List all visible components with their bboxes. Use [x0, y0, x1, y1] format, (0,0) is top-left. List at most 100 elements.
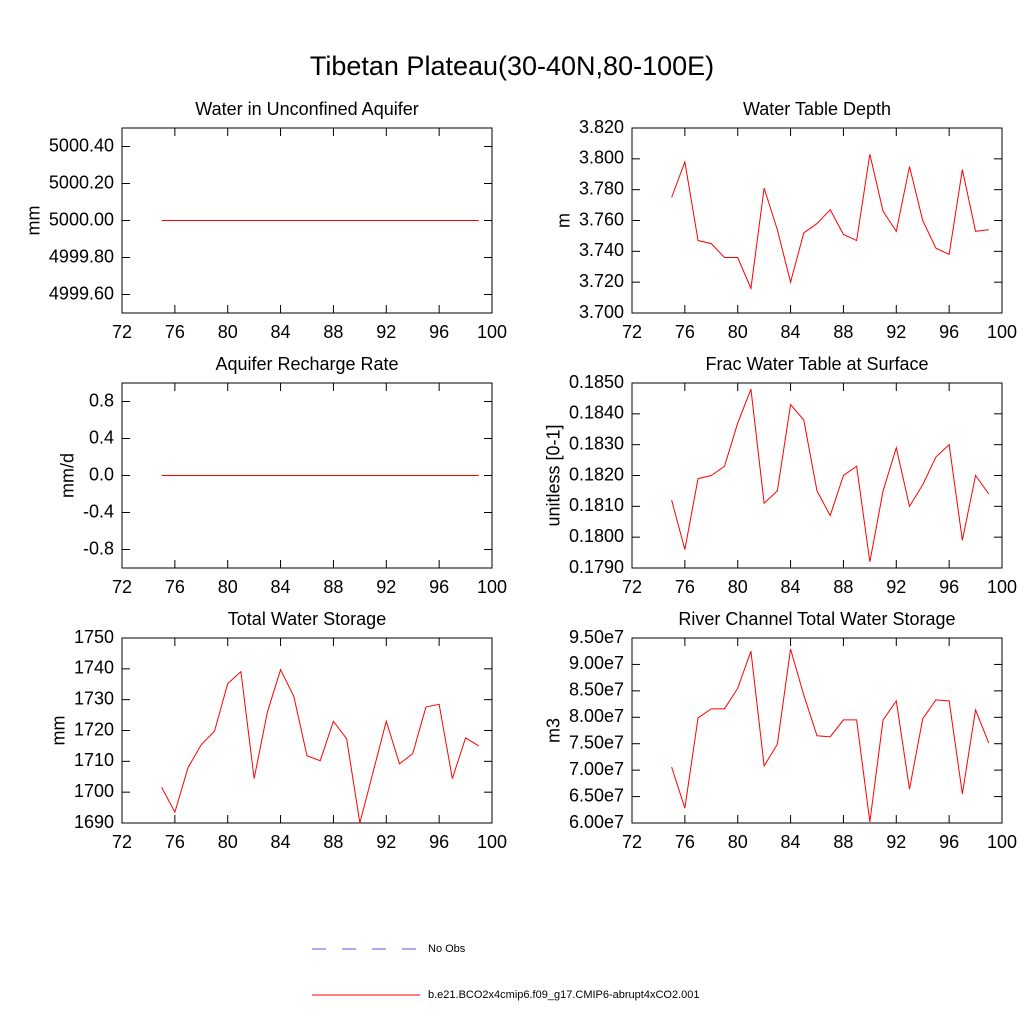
y-tick-label: 5000.40	[49, 135, 114, 155]
x-tick-label: 84	[781, 832, 801, 852]
y-tick-label: 6.50e7	[569, 785, 624, 805]
x-tick-label: 100	[477, 577, 507, 597]
y-axis-label: unitless [0-1]	[544, 424, 564, 526]
plot-frame	[631, 382, 1003, 569]
y-tick-label: 3.780	[579, 178, 624, 198]
x-tick-label: 76	[675, 832, 695, 852]
x-tick-label: 76	[165, 832, 185, 852]
x-tick-label: 92	[376, 577, 396, 597]
figure-title: Tibetan Plateau(30-40N,80-100E)	[310, 51, 714, 81]
x-tick-label: 100	[987, 322, 1017, 342]
x-tick-label: 80	[728, 577, 748, 597]
x-tick-label: 88	[833, 832, 853, 852]
y-tick-label: 8.00e7	[569, 706, 624, 726]
y-tick-label: -0.8	[83, 538, 114, 558]
x-tick-label: 84	[271, 577, 291, 597]
x-tick-label: 96	[429, 832, 449, 852]
y-tick-label: 0.4	[89, 427, 114, 447]
y-tick-label: 0.1820	[569, 464, 624, 484]
y-tick-label: 1750	[74, 627, 114, 647]
x-tick-label: 92	[376, 832, 396, 852]
x-tick-label: 92	[886, 832, 906, 852]
x-tick-label: 96	[429, 577, 449, 597]
x-tick-label: 96	[939, 577, 959, 597]
x-tick-label: 76	[165, 577, 185, 597]
x-tick-label: 92	[886, 322, 906, 342]
y-axis-label: mm	[49, 716, 69, 746]
x-tick-label: 80	[728, 832, 748, 852]
legend-label: b.e21.BCO2x4cmip6.f09_g17.CMIP6-abrupt4x…	[428, 989, 700, 1001]
x-tick-label: 84	[271, 322, 291, 342]
y-tick-label: 4999.60	[49, 283, 114, 303]
x-tick-label: 88	[833, 322, 853, 342]
y-tick-label: 3.760	[579, 209, 624, 229]
panel-title: Aquifer Recharge Rate	[215, 354, 398, 374]
x-tick-label: 96	[429, 322, 449, 342]
panel-title: Frac Water Table at Surface	[705, 354, 928, 374]
y-tick-label: 1720	[74, 719, 114, 739]
panel: Water in Unconfined Aquifer 4999.60 4999.8…	[24, 99, 507, 342]
y-tick-label: 1690	[74, 812, 114, 832]
panel: Water Table Depth 3.700 3.720 3.740 3.760 3.7…	[554, 99, 1017, 342]
data-line	[161, 668, 480, 824]
y-tick-label: 1700	[74, 781, 114, 801]
panel-title: Total Water Storage	[228, 609, 386, 629]
y-tick-label: 4999.80	[49, 246, 114, 266]
x-tick-label: 84	[781, 322, 801, 342]
y-tick-label: 0.1840	[569, 403, 624, 423]
data-line	[671, 648, 990, 823]
y-tick-label: 8.50e7	[569, 680, 624, 700]
panel: Frac Water Table at Surface 0.1790 0.1800 0…	[544, 354, 1017, 597]
y-tick-label: 3.700	[579, 302, 624, 322]
y-tick-label: 0.1830	[569, 433, 624, 453]
y-axis-label: mm	[24, 206, 44, 236]
x-tick-label: 84	[781, 577, 801, 597]
x-tick-label: 88	[323, 577, 343, 597]
y-tick-label: 0.0	[89, 464, 114, 484]
x-tick-label: 72	[112, 322, 132, 342]
x-tick-label: 100	[477, 322, 507, 342]
data-line	[671, 388, 990, 562]
y-tick-label: 5000.00	[49, 209, 114, 229]
x-tick-label: 76	[675, 577, 695, 597]
plot-frame	[121, 637, 493, 824]
legend-label: No Obs	[428, 943, 466, 955]
y-axis-label: m3	[544, 718, 564, 743]
y-tick-label: 3.820	[579, 117, 624, 137]
x-tick-label: 88	[323, 322, 343, 342]
y-tick-label: 0.8	[89, 390, 114, 410]
y-tick-label: 3.740	[579, 240, 624, 260]
x-tick-label: 92	[376, 322, 396, 342]
x-tick-label: 72	[112, 577, 132, 597]
panel-title: Water in Unconfined Aquifer	[195, 99, 418, 119]
y-tick-label: 1740	[74, 658, 114, 678]
data-line	[671, 154, 989, 291]
y-tick-label: 9.50e7	[569, 627, 624, 647]
y-axis-label: m	[554, 213, 574, 228]
panel: River Channel Total Water Storage 6.00e7 6…	[544, 609, 1017, 852]
x-tick-label: 100	[987, 577, 1017, 597]
y-axis-label: mm/d	[58, 453, 78, 498]
y-tick-label: 9.00e7	[569, 653, 624, 673]
panel: Total Water Storage 1690 1700 1710 1720 1730 1…	[49, 609, 507, 852]
y-tick-label: 1730	[74, 688, 114, 708]
y-tick-label: 0.1800	[569, 526, 624, 546]
panel: Aquifer Recharge Rate -0.8 -0.4 0.0 0.4 0.8 72…	[58, 354, 507, 597]
y-tick-label: 0.1850	[569, 372, 624, 392]
x-tick-label: 72	[622, 577, 642, 597]
plot-frame	[631, 127, 1003, 314]
y-tick-label: 0.1810	[569, 495, 624, 515]
x-tick-label: 88	[833, 577, 853, 597]
x-tick-label: 80	[218, 322, 238, 342]
x-tick-label: 72	[622, 322, 642, 342]
x-tick-label: 96	[939, 322, 959, 342]
y-tick-label: -0.4	[83, 501, 114, 521]
x-tick-label: 72	[622, 832, 642, 852]
y-tick-label: 3.800	[579, 148, 624, 168]
x-tick-label: 76	[675, 322, 695, 342]
x-tick-label: 80	[728, 322, 748, 342]
y-tick-label: 0.1790	[569, 557, 624, 577]
x-tick-label: 100	[477, 832, 507, 852]
y-tick-label: 5000.20	[49, 172, 114, 192]
